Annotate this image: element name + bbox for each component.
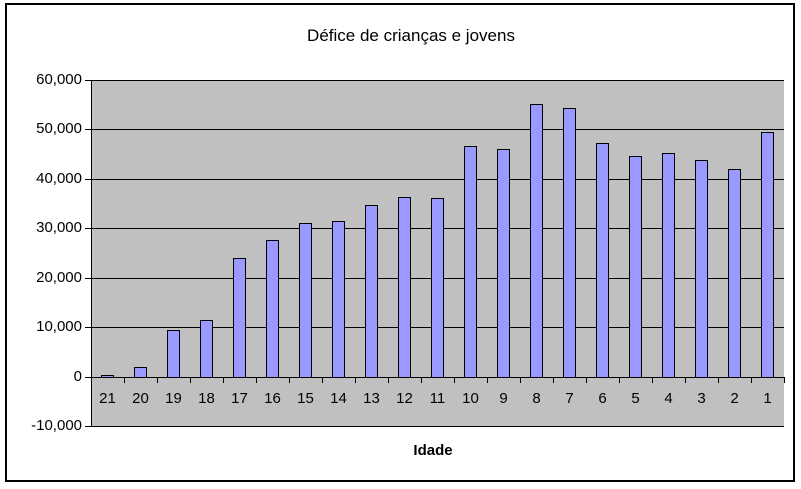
x-axis-tick-label: 14 bbox=[330, 390, 347, 407]
x-axis-tick bbox=[718, 377, 719, 383]
x-axis-tick bbox=[553, 377, 554, 383]
x-axis-tick bbox=[454, 377, 455, 383]
chart-title: Défice de crianças e jovens bbox=[307, 26, 515, 45]
y-axis-tick bbox=[85, 278, 91, 279]
x-axis-tick-label: 10 bbox=[462, 390, 479, 407]
bar bbox=[365, 205, 378, 378]
x-axis-tick-label: 18 bbox=[198, 390, 215, 407]
x-axis-tick bbox=[520, 377, 521, 383]
x-axis-tick-label: 16 bbox=[264, 390, 281, 407]
gridline bbox=[91, 179, 784, 180]
x-axis-tick-label: 2 bbox=[730, 390, 739, 407]
y-axis-tick-label: 50,000 bbox=[36, 120, 82, 137]
x-axis-tick bbox=[388, 377, 389, 383]
x-axis-tick-label: 1 bbox=[763, 390, 772, 407]
y-axis-tick bbox=[85, 426, 91, 427]
x-axis-title: Idade bbox=[413, 442, 453, 459]
x-axis-tick-label: 7 bbox=[565, 390, 574, 407]
x-axis-tick bbox=[91, 377, 92, 383]
x-axis-tick bbox=[355, 377, 356, 383]
x-axis-tick bbox=[157, 377, 158, 383]
y-axis-tick bbox=[85, 179, 91, 180]
gridline bbox=[91, 426, 784, 427]
gridline bbox=[91, 129, 784, 130]
y-axis-tick-label: 40,000 bbox=[36, 170, 82, 187]
x-axis-tick bbox=[256, 377, 257, 383]
x-axis-tick-label: 11 bbox=[429, 390, 446, 407]
bar bbox=[497, 149, 510, 378]
x-axis-tick bbox=[652, 377, 653, 383]
y-axis-tick bbox=[85, 228, 91, 229]
bar bbox=[464, 146, 477, 378]
bar bbox=[431, 198, 444, 378]
bar bbox=[728, 169, 741, 378]
bar bbox=[695, 160, 708, 378]
y-axis-line bbox=[91, 80, 92, 427]
bar bbox=[332, 221, 345, 378]
bar bbox=[101, 375, 114, 378]
x-axis-tick-label: 6 bbox=[598, 390, 607, 407]
bar bbox=[398, 197, 411, 378]
x-axis-tick bbox=[421, 377, 422, 383]
x-axis-tick bbox=[487, 377, 488, 383]
x-axis-tick bbox=[223, 377, 224, 383]
x-axis-tick-label: 20 bbox=[132, 390, 149, 407]
y-axis-tick-label: 20,000 bbox=[36, 269, 82, 286]
x-axis-tick bbox=[685, 377, 686, 383]
x-axis-tick-label: 8 bbox=[532, 390, 541, 407]
x-axis-tick bbox=[586, 377, 587, 383]
x-axis-tick-label: 4 bbox=[664, 390, 673, 407]
bar bbox=[167, 330, 180, 378]
x-axis-tick-label: 19 bbox=[165, 390, 182, 407]
y-axis-tick bbox=[85, 129, 91, 130]
x-axis-tick bbox=[322, 377, 323, 383]
x-axis-tick-label: 12 bbox=[396, 390, 413, 407]
x-axis-tick bbox=[124, 377, 125, 383]
x-axis-tick-label: 13 bbox=[363, 390, 380, 407]
bar bbox=[761, 132, 774, 378]
x-axis-tick-label: 3 bbox=[697, 390, 706, 407]
x-axis-tick-label: 21 bbox=[99, 390, 116, 407]
x-axis-tick-label: 15 bbox=[297, 390, 314, 407]
bar bbox=[299, 223, 312, 378]
y-axis-tick-label: 30,000 bbox=[36, 219, 82, 236]
bar bbox=[134, 367, 147, 378]
x-axis-tick-label: 5 bbox=[631, 390, 640, 407]
x-axis-tick bbox=[784, 377, 785, 383]
bar bbox=[200, 320, 213, 378]
bar bbox=[596, 143, 609, 378]
y-axis-tick bbox=[85, 80, 91, 81]
bar bbox=[629, 156, 642, 378]
bar bbox=[530, 104, 543, 378]
bar bbox=[266, 240, 279, 378]
y-axis-tick-label: 0 bbox=[73, 368, 82, 385]
y-axis-tick-label: 10,000 bbox=[36, 318, 82, 335]
y-axis-tick bbox=[85, 327, 91, 328]
x-axis-tick bbox=[619, 377, 620, 383]
bar bbox=[662, 153, 675, 378]
x-axis-tick bbox=[289, 377, 290, 383]
gridline bbox=[91, 80, 784, 81]
y-axis-tick bbox=[85, 377, 91, 378]
x-axis-tick bbox=[751, 377, 752, 383]
y-axis-tick-label: 60,000 bbox=[36, 71, 82, 88]
x-axis-tick-label: 17 bbox=[231, 390, 248, 407]
bar bbox=[233, 258, 246, 378]
x-axis-tick bbox=[190, 377, 191, 383]
x-axis-tick-label: 9 bbox=[499, 390, 508, 407]
y-axis-tick-label: -10,000 bbox=[31, 417, 82, 434]
bar bbox=[563, 108, 576, 378]
